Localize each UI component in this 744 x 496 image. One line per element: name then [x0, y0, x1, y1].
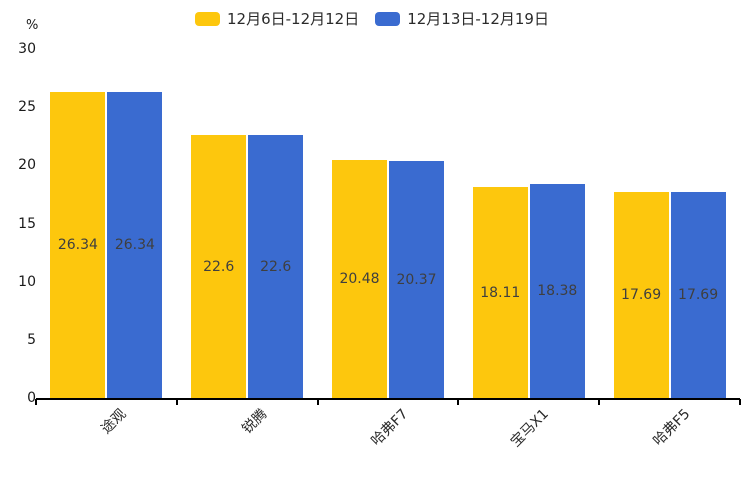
bar-series0-cat2: 20.48: [332, 159, 387, 398]
legend-item-label: 12月6日-12月12日: [227, 10, 360, 28]
legend-item-1[interactable]: 12月13日-12月19日: [375, 8, 549, 29]
y-tick-label: 0: [27, 390, 36, 406]
y-tick-label: 20: [18, 157, 36, 174]
y-tick-label: 10: [18, 273, 36, 290]
y-tick-label: 30: [18, 41, 36, 57]
bar-value-label: 18.38: [537, 283, 578, 300]
bar-value-label: 18.11: [480, 284, 521, 301]
x-category-label: 哈弗F7: [368, 406, 412, 450]
bar-series1-cat0: 26.34: [107, 91, 163, 398]
bar-value-label: 17.69: [678, 287, 719, 304]
bar-value-label: 22.6: [203, 258, 235, 275]
bar-series1-cat4: 17.69: [670, 192, 726, 398]
x-axis-line: [36, 398, 740, 400]
x-category-label: 哈弗F5: [649, 406, 694, 450]
bar-value-label: 20.48: [339, 270, 380, 287]
bar-series0-cat1: 22.6: [191, 135, 247, 398]
x-category-label: 锐腾: [239, 406, 271, 438]
bar-series1-cat1: 22.6: [248, 135, 304, 398]
bar-value-label: 20.37: [396, 271, 437, 288]
x-axis-tick: [457, 399, 460, 405]
bar-series0-cat0: 26.34: [50, 91, 106, 398]
y-tick-label: 25: [18, 99, 36, 116]
x-category-label: 途观: [98, 406, 130, 438]
legend-item-label: 12月13日-12月19日: [407, 10, 549, 28]
y-axis-unit-label: %: [26, 18, 39, 33]
chart-legend: 12月6日-12月12日 12月13日-12月19日: [0, 8, 744, 29]
legend-swatch-icon: [375, 11, 401, 26]
bar-series1-cat3: 18.38: [529, 184, 585, 398]
x-axis-tick: [739, 399, 741, 405]
bar-value-label: 22.6: [260, 258, 292, 275]
x-axis-tick: [598, 399, 601, 405]
legend-swatch-icon: [195, 11, 220, 26]
bar-series1-cat2: 20.37: [389, 161, 444, 398]
x-axis-tick: [35, 399, 37, 405]
y-tick-label: 5: [27, 331, 36, 348]
bar-value-label: 17.69: [621, 287, 662, 304]
x-axis-tick: [175, 399, 178, 405]
legend-item-0[interactable]: 12月6日-12月12日: [195, 8, 359, 29]
bar-series0-cat4: 17.69: [613, 192, 669, 398]
bar-series0-cat3: 18.11: [472, 187, 528, 398]
x-axis-tick: [316, 399, 319, 405]
y-tick-label: 15: [18, 215, 36, 232]
x-category-label: 宝马X1: [508, 406, 553, 451]
bar-value-label: 26.34: [114, 236, 155, 253]
bar-value-label: 26.34: [57, 236, 98, 253]
